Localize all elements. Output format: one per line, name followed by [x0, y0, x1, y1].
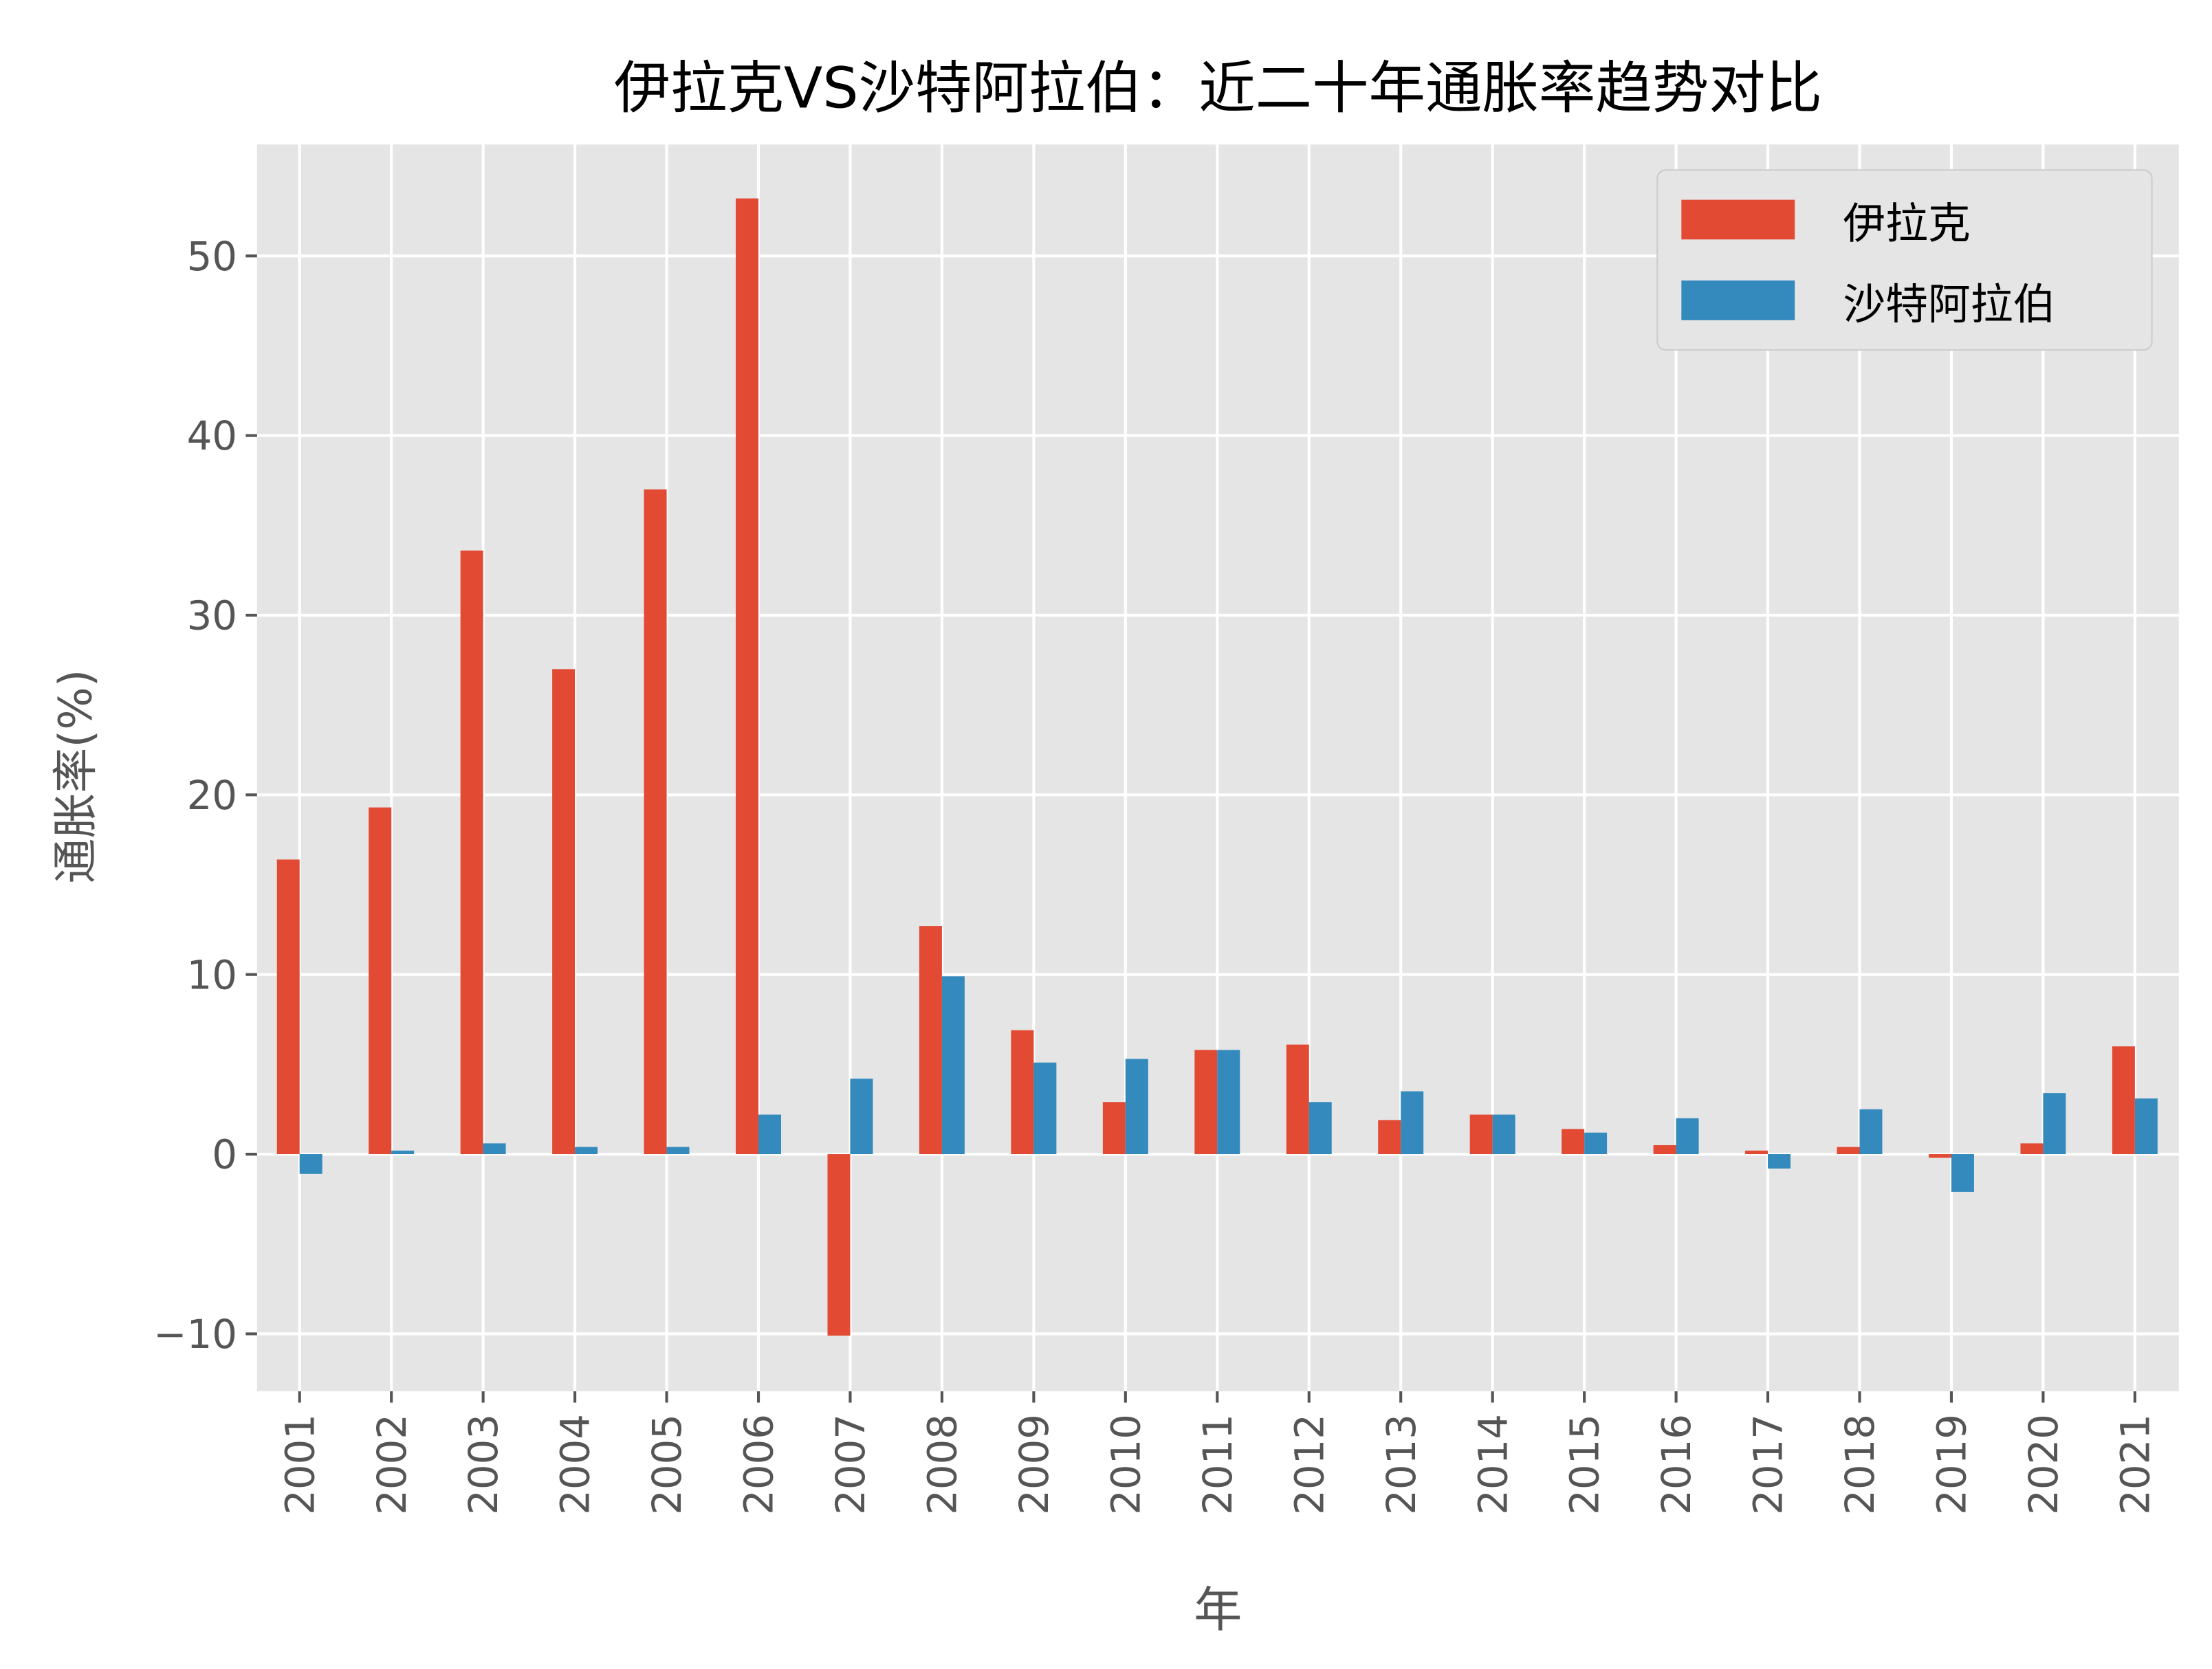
x-tick-label: 2020: [2020, 1414, 2067, 1515]
bar-iraq-2015: [1562, 1129, 1585, 1155]
y-tick-label: 50: [187, 233, 237, 280]
x-tick-label: 2004: [552, 1414, 599, 1515]
legend-swatch-saudi: [1681, 280, 1795, 320]
bar-iraq-2011: [1194, 1050, 1218, 1155]
bar-saudi-2013: [1401, 1091, 1424, 1155]
y-axis-label: 通胀率(%): [50, 670, 102, 884]
bar-iraq-2020: [2020, 1143, 2044, 1155]
bar-saudi-2019: [1951, 1154, 1974, 1192]
bar-saudi-2002: [391, 1150, 415, 1155]
bar-iraq-2016: [1653, 1145, 1676, 1155]
bar-iraq-2021: [2112, 1046, 2135, 1155]
bar-iraq-2018: [1837, 1147, 1860, 1155]
bar-iraq-2014: [1469, 1114, 1493, 1155]
x-axis-label: 年: [1194, 1582, 1242, 1638]
x-tick-label: 2002: [369, 1414, 415, 1515]
y-tick-label: 0: [212, 1131, 237, 1178]
chart-title: 伊拉克VS沙特阿拉伯：近二十年通胀率趋势对比: [614, 56, 1822, 122]
bar-saudi-2008: [941, 976, 965, 1155]
x-tick-label: 2001: [276, 1414, 323, 1515]
x-tick-label: 2021: [2112, 1414, 2158, 1515]
bar-iraq-2013: [1378, 1120, 1401, 1155]
x-tick-label: 2016: [1653, 1414, 1700, 1515]
bar-saudi-2001: [299, 1154, 322, 1174]
bar-iraq-2002: [369, 807, 392, 1155]
bar-saudi-2004: [575, 1147, 598, 1155]
bar-iraq-2012: [1286, 1044, 1309, 1155]
x-tick-label: 2005: [644, 1414, 690, 1515]
bar-iraq-2006: [736, 198, 759, 1155]
x-tick-label: 2011: [1194, 1414, 1241, 1515]
bar-saudi-2015: [1584, 1132, 1608, 1155]
bar-iraq-2019: [1928, 1154, 1951, 1158]
bar-saudi-2017: [1768, 1154, 1791, 1169]
bar-iraq-2005: [644, 489, 667, 1155]
y-tick-label: −10: [153, 1311, 237, 1358]
bar-iraq-2003: [460, 550, 483, 1155]
legend-label-iraq: 伊拉克: [1843, 199, 1971, 248]
x-tick-label: 2006: [736, 1414, 782, 1515]
y-axis: −10 0 10 20 30 40 50: [153, 233, 257, 1358]
bars: [276, 198, 2158, 1336]
x-tick-label: 2017: [1745, 1414, 1792, 1515]
x-tick-label: 2007: [827, 1414, 874, 1515]
bar-saudi-2006: [758, 1114, 781, 1155]
y-tick-label: 10: [187, 951, 237, 998]
bar-iraq-2001: [276, 859, 300, 1155]
bar-saudi-2012: [1308, 1102, 1332, 1155]
bar-saudi-2014: [1492, 1114, 1515, 1155]
x-tick-label: 2003: [460, 1414, 507, 1515]
x-tick-label: 2015: [1562, 1414, 1608, 1515]
bar-iraq-2017: [1745, 1150, 1768, 1155]
y-tick-label: 20: [187, 772, 237, 819]
bar-iraq-2004: [552, 669, 576, 1155]
bar-saudi-2021: [2134, 1098, 2158, 1155]
x-tick-label: 2009: [1011, 1414, 1058, 1515]
bar-saudi-2009: [1033, 1062, 1057, 1155]
y-tick-label: 30: [187, 593, 237, 639]
x-tick-label: 2019: [1929, 1414, 1975, 1515]
bar-saudi-2005: [666, 1147, 690, 1155]
legend: 伊拉克 沙特阿拉伯: [1656, 169, 2153, 351]
x-tick-label: 2014: [1469, 1414, 1516, 1515]
bar-saudi-2018: [1859, 1109, 1883, 1155]
x-tick-label: 2008: [919, 1414, 966, 1515]
x-tick-label: 2018: [1837, 1414, 1883, 1515]
bar-saudi-2003: [483, 1143, 506, 1155]
bar-iraq-2010: [1102, 1102, 1126, 1155]
bar-iraq-2008: [919, 926, 942, 1155]
bar-saudi-2011: [1217, 1050, 1240, 1155]
bar-iraq-2007: [827, 1154, 851, 1336]
bar-saudi-2016: [1676, 1118, 1699, 1155]
bar-saudi-2007: [850, 1079, 873, 1155]
legend-label-saudi: 沙特阿拉伯: [1843, 280, 2055, 329]
legend-swatch-iraq: [1681, 199, 1795, 240]
bar-saudi-2020: [2043, 1093, 2066, 1155]
y-tick-label: 40: [187, 412, 237, 459]
x-axis: 2001 2002 2003 2004 2005 2006 2007 2008 2009 2010…: [276, 1391, 2158, 1515]
bar-saudi-2010: [1125, 1059, 1148, 1155]
bar-iraq-2009: [1011, 1030, 1034, 1155]
x-tick-label: 2010: [1102, 1414, 1149, 1515]
x-tick-label: 2012: [1286, 1414, 1333, 1515]
x-tick-label: 2013: [1378, 1414, 1425, 1515]
